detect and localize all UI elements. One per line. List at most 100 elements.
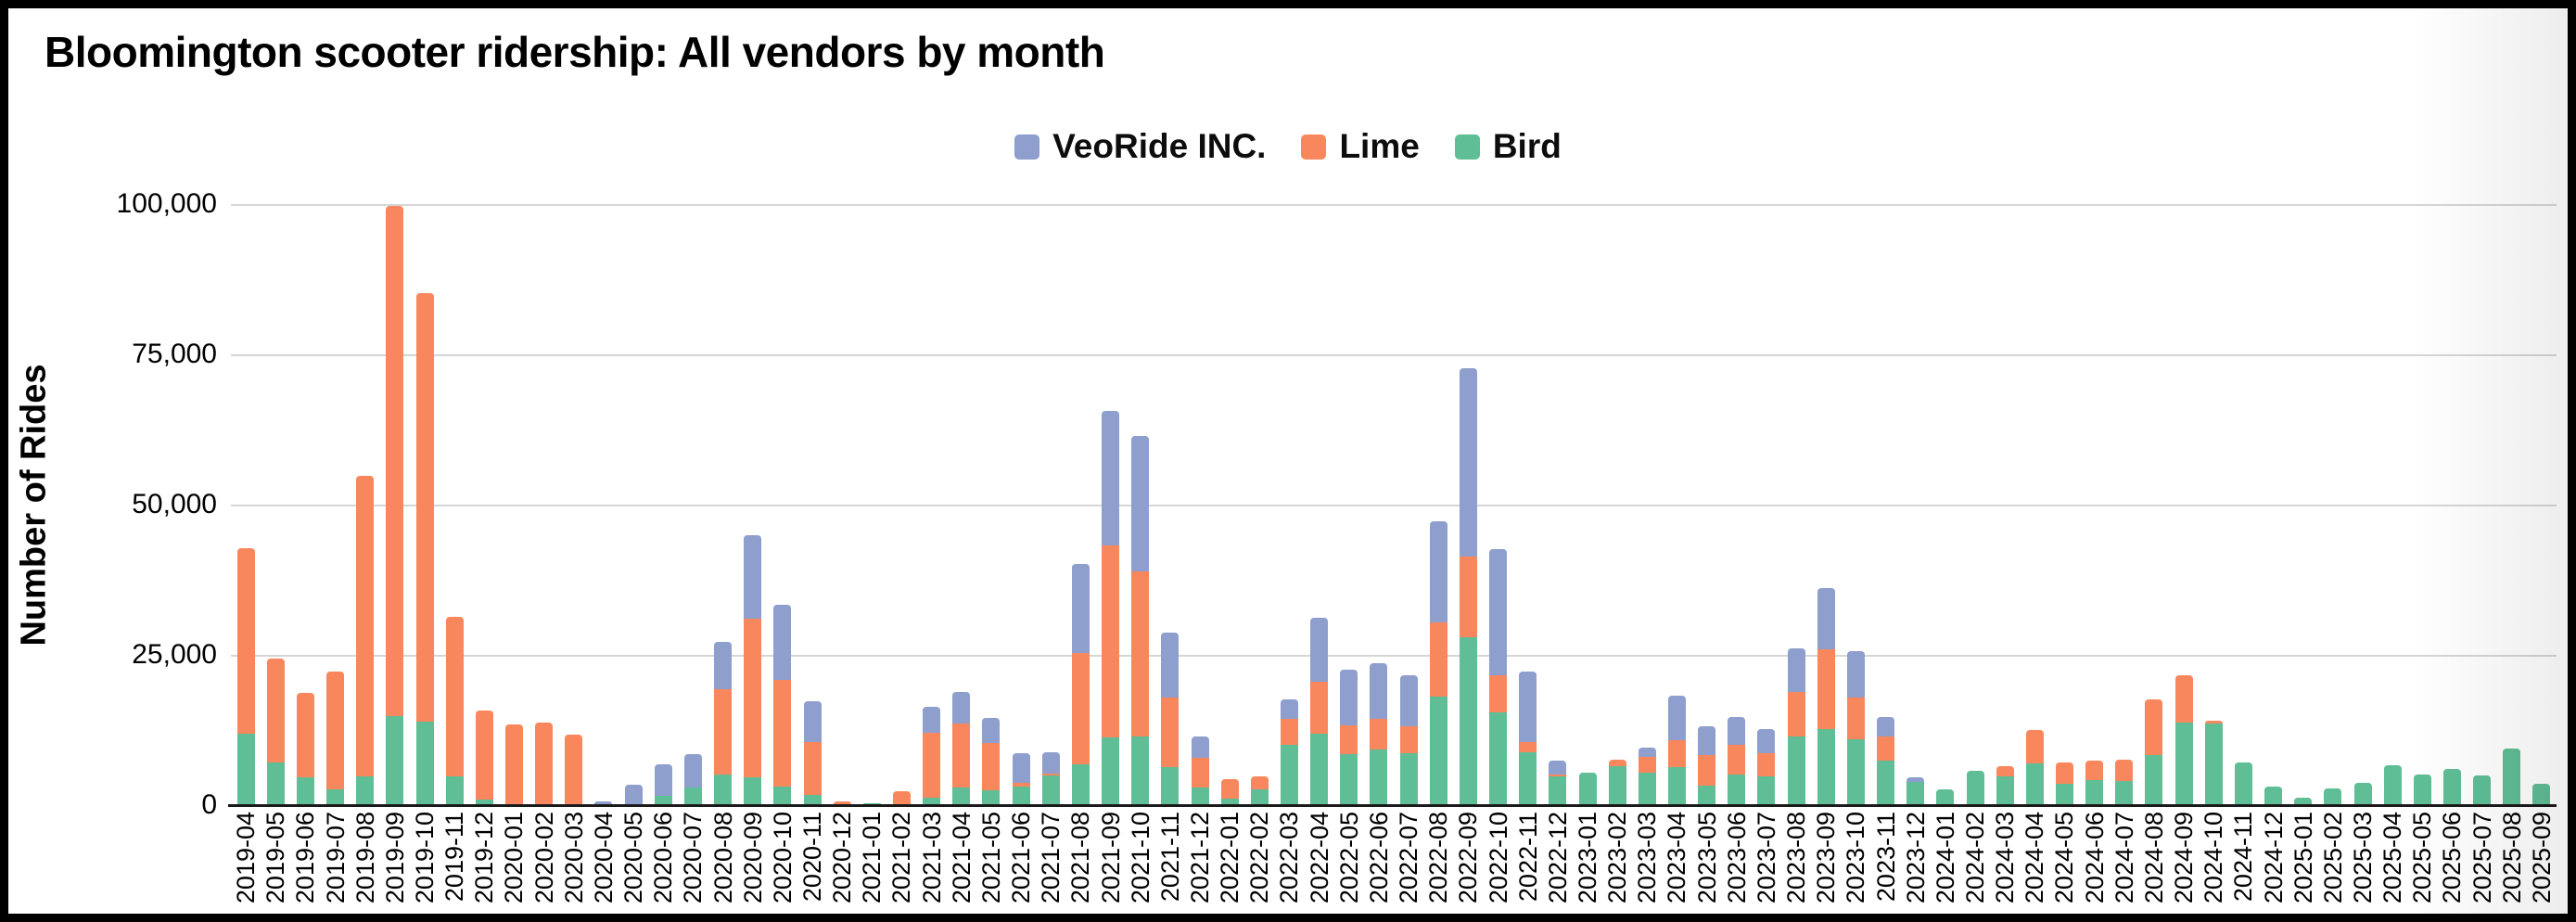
bar-2023-02[interactable]	[1608, 760, 1626, 804]
bar-segment-lime-2023-04[interactable]	[1667, 740, 1686, 767]
bar-segment-bird-2023-10[interactable]	[1846, 738, 1865, 804]
bar-segment-veoride-inc-2021-09[interactable]	[1102, 410, 1120, 545]
bar-2019-06[interactable]	[296, 693, 314, 804]
bar-segment-bird-2024-09[interactable]	[2174, 722, 2193, 804]
bar-2023-08[interactable]	[1787, 647, 1805, 804]
bar-segment-lime-2022-11[interactable]	[1519, 742, 1537, 752]
bar-segment-bird-2024-12[interactable]	[2264, 786, 2283, 804]
bar-segment-veoride-inc-2022-09[interactable]	[1459, 368, 1477, 557]
bar-segment-bird-2021-10[interactable]	[1131, 736, 1150, 804]
bar-segment-bird-2022-11[interactable]	[1519, 751, 1537, 804]
bar-2020-12[interactable]	[833, 800, 851, 804]
bar-2020-09[interactable]	[744, 534, 762, 804]
bar-2023-12[interactable]	[1906, 776, 1925, 804]
bar-2021-12[interactable]	[1191, 736, 1209, 804]
bar-segment-bird-2025-09[interactable]	[2532, 783, 2551, 804]
bar-2019-07[interactable]	[326, 672, 345, 804]
bar-segment-lime-2024-08[interactable]	[2145, 698, 2163, 755]
bar-2024-05[interactable]	[2055, 762, 2073, 804]
bar-2021-09[interactable]	[1102, 410, 1120, 804]
bar-2019-08[interactable]	[356, 476, 375, 804]
bar-segment-veoride-inc-2020-05[interactable]	[624, 784, 643, 804]
bar-segment-veoride-inc-2020-10[interactable]	[773, 604, 792, 680]
bar-segment-lime-2023-08[interactable]	[1787, 691, 1805, 736]
bar-segment-lime-2022-05[interactable]	[1340, 725, 1358, 754]
bar-2020-08[interactable]	[714, 642, 733, 804]
bar-segment-lime-2022-03[interactable]	[1280, 718, 1298, 746]
bar-segment-veoride-inc-2020-11[interactable]	[803, 700, 822, 743]
bar-segment-veoride-inc-2021-04[interactable]	[952, 692, 971, 724]
bar-2021-04[interactable]	[952, 692, 971, 804]
bar-segment-lime-2019-12[interactable]	[475, 710, 493, 800]
bar-2024-06[interactable]	[2085, 761, 2104, 804]
bar-segment-lime-2020-02[interactable]	[535, 722, 554, 804]
bar-2023-09[interactable]	[1817, 587, 1835, 804]
legend-item-bird[interactable]: Bird	[1454, 127, 1562, 166]
bar-2020-05[interactable]	[624, 784, 643, 804]
bar-segment-lime-2024-07[interactable]	[2115, 760, 2134, 782]
bar-segment-veoride-inc-2022-03[interactable]	[1280, 698, 1298, 719]
bar-2024-02[interactable]	[1966, 771, 1984, 804]
bar-segment-lime-2022-10[interactable]	[1489, 674, 1508, 712]
bar-segment-lime-2020-08[interactable]	[714, 688, 733, 775]
bar-segment-bird-2019-09[interactable]	[386, 716, 404, 804]
bar-2021-11[interactable]	[1161, 633, 1180, 804]
bar-segment-lime-2023-06[interactable]	[1728, 744, 1746, 775]
bar-2023-10[interactable]	[1846, 650, 1865, 804]
bar-2024-11[interactable]	[2234, 762, 2252, 804]
bar-2021-07[interactable]	[1041, 752, 1060, 804]
bar-segment-veoride-inc-2022-08[interactable]	[1429, 521, 1447, 623]
bar-2019-05[interactable]	[266, 658, 285, 804]
bar-segment-bird-2020-11[interactable]	[803, 794, 822, 804]
bar-segment-veoride-inc-2021-11[interactable]	[1161, 633, 1180, 698]
bar-segment-lime-2019-08[interactable]	[356, 476, 375, 777]
bar-segment-veoride-inc-2022-07[interactable]	[1399, 674, 1418, 726]
bar-2023-05[interactable]	[1698, 725, 1716, 804]
bar-segment-lime-2019-07[interactable]	[326, 672, 345, 789]
bar-segment-bird-2025-01[interactable]	[2294, 797, 2313, 804]
bar-segment-bird-2022-02[interactable]	[1250, 788, 1269, 804]
bar-segment-veoride-inc-2023-10[interactable]	[1846, 650, 1865, 698]
bar-segment-veoride-inc-2021-06[interactable]	[1012, 752, 1030, 784]
bar-segment-lime-2022-08[interactable]	[1429, 622, 1447, 697]
bar-segment-lime-2021-05[interactable]	[982, 742, 1001, 791]
bar-segment-bird-2025-02[interactable]	[2324, 788, 2342, 804]
bar-2021-08[interactable]	[1071, 563, 1090, 804]
bar-segment-lime-2024-05[interactable]	[2055, 762, 2073, 784]
bar-segment-bird-2024-02[interactable]	[1966, 771, 1984, 804]
bar-2024-08[interactable]	[2145, 698, 2163, 804]
bar-segment-veoride-inc-2020-09[interactable]	[744, 534, 762, 620]
bar-segment-bird-2021-11[interactable]	[1161, 766, 1180, 804]
bar-segment-veoride-inc-2021-05[interactable]	[982, 718, 1001, 743]
bar-2020-03[interactable]	[565, 735, 583, 804]
bar-segment-bird-2023-03[interactable]	[1638, 772, 1656, 804]
bar-2024-04[interactable]	[2025, 730, 2044, 804]
bar-2022-06[interactable]	[1370, 662, 1388, 804]
bar-2020-10[interactable]	[773, 604, 792, 804]
bar-segment-veoride-inc-2022-06[interactable]	[1370, 662, 1388, 719]
bar-segment-bird-2022-12[interactable]	[1549, 775, 1567, 804]
bar-2025-08[interactable]	[2503, 748, 2521, 804]
bar-segment-bird-2021-09[interactable]	[1102, 737, 1120, 804]
bar-segment-lime-2021-10[interactable]	[1131, 571, 1150, 737]
bar-segment-veoride-inc-2020-06[interactable]	[654, 764, 672, 796]
bar-segment-bird-2020-09[interactable]	[744, 777, 762, 804]
bar-segment-lime-2022-09[interactable]	[1459, 557, 1477, 638]
bar-segment-lime-2019-05[interactable]	[266, 658, 285, 763]
bar-2022-04[interactable]	[1310, 618, 1329, 804]
bar-segment-bird-2020-10[interactable]	[773, 786, 792, 804]
bar-segment-bird-2020-07[interactable]	[683, 788, 702, 804]
bar-segment-lime-2021-03[interactable]	[923, 732, 941, 798]
bar-segment-bird-2024-10[interactable]	[2204, 724, 2223, 804]
bar-segment-lime-2022-07[interactable]	[1399, 725, 1418, 753]
bar-segment-lime-2021-02[interactable]	[892, 791, 911, 804]
bar-2025-02[interactable]	[2324, 788, 2342, 804]
bar-2020-04[interactable]	[594, 801, 613, 804]
bar-2024-10[interactable]	[2204, 720, 2223, 804]
bar-segment-bird-2021-07[interactable]	[1041, 775, 1060, 804]
bar-segment-veoride-inc-2023-08[interactable]	[1787, 647, 1805, 692]
bar-2022-11[interactable]	[1519, 672, 1537, 804]
bar-segment-bird-2025-03[interactable]	[2353, 783, 2372, 804]
bar-2021-06[interactable]	[1012, 752, 1030, 804]
bar-segment-veoride-inc-2021-12[interactable]	[1191, 736, 1209, 759]
